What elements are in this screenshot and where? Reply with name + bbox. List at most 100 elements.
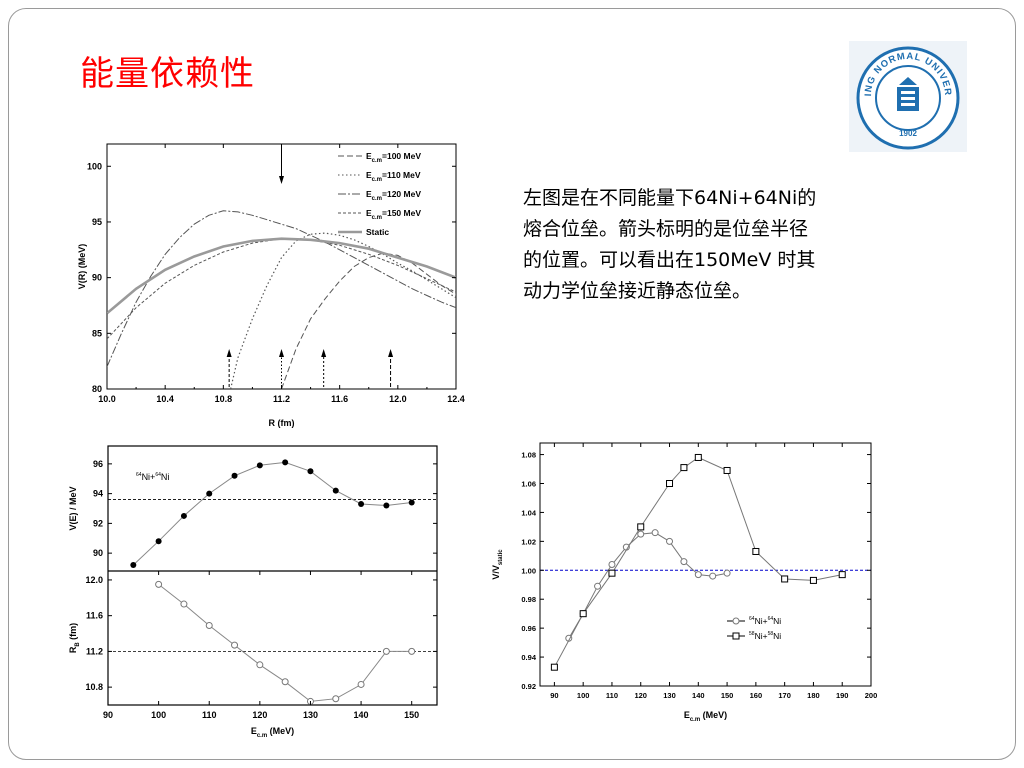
data-point [282, 459, 289, 466]
x-tick-label: 140 [354, 710, 369, 720]
x-tick-label: 110 [606, 691, 618, 700]
series-line-E120 [107, 210, 456, 367]
description-line: 熔合位垒。箭头标明的是位垒半径 [523, 218, 809, 240]
x-axis-label: Ec.m (MeV) [251, 726, 294, 739]
x-tick-label: 120 [252, 710, 267, 720]
y-axis-label: V(E) / MeV [68, 486, 78, 530]
series-line [553, 456, 843, 668]
data-point [723, 569, 731, 577]
data-point [781, 575, 789, 583]
x-tick-label: 100 [151, 710, 166, 720]
y-tick-label: 1.04 [521, 508, 536, 517]
barrier-arrow-head [279, 176, 284, 184]
x-tick-label: 12.0 [389, 394, 407, 404]
data-point [723, 466, 731, 474]
data-point [608, 569, 616, 577]
y-tick-label: 90 [92, 273, 102, 283]
y-tick-label: 0.92 [521, 682, 536, 691]
y-tick-label: 10.8 [85, 682, 103, 692]
barrier-arrow-head [226, 349, 232, 357]
data-point [550, 663, 558, 671]
legend-label: Ec.m=110 MeV [366, 170, 421, 183]
x-tick-label: 150 [404, 710, 419, 720]
x-tick-label: 90 [550, 691, 558, 700]
y-axis-label: V(R) (MeV) [77, 244, 87, 290]
x-tick-label: 10.4 [156, 394, 174, 404]
plot-frame [106, 143, 457, 390]
x-tick-label: 160 [750, 691, 763, 700]
data-point [281, 678, 289, 686]
figure-potential-vs-radius: 80 85 90 95 100 10.0 10.4 10.8 11.2 11.6 12.0 12.4 V… [75, 130, 465, 432]
data-point [231, 472, 238, 479]
data-point [694, 453, 702, 461]
data-point [130, 562, 137, 569]
data-point [256, 661, 264, 669]
y-axis-label: V/Vstatic [491, 549, 504, 580]
description-text: 左图是在不同能量下64Ni+64Ni的 熔合位垒。箭头标明的是位垒半径 的位置。… [523, 183, 913, 307]
data-point [637, 523, 645, 531]
y-tick-label: 1.02 [521, 537, 536, 546]
data-point [408, 647, 416, 655]
x-tick-label: 10.0 [98, 394, 116, 404]
x-tick-label: 12.4 [447, 394, 465, 404]
chart-potential-vs-radius: 80 85 90 95 100 10.0 10.4 10.8 11.2 11.6 12.0 12.4 V… [77, 143, 465, 428]
y-tick-label: 95 [92, 217, 102, 227]
y-tick-label: 0.96 [521, 624, 536, 633]
y-tick-label: 1.00 [521, 566, 536, 575]
plot-frame [539, 442, 872, 687]
plot-frame [107, 445, 438, 706]
data-point [332, 487, 339, 494]
y-axis-label: RB (fm) [68, 623, 81, 653]
data-point [155, 580, 163, 588]
chart-ratio-vs-energy: 0.92 0.94 0.96 0.98 1.00 1.02 1.04 1.06 1.08 90 10… [491, 442, 877, 723]
data-point [382, 647, 390, 655]
plot-annotation: 64Ni+64Ni [136, 472, 169, 482]
data-point [732, 632, 740, 640]
y-tick-label: 11.2 [86, 646, 103, 656]
x-axis-label: Ec.m (MeV) [684, 710, 727, 723]
y-tick-label: 100 [87, 161, 102, 171]
data-point [666, 480, 674, 487]
data-point [680, 558, 688, 566]
barrier-arrow-head [388, 349, 394, 357]
data-point [838, 571, 846, 579]
y-tick-label: 80 [92, 384, 102, 394]
series-line-E110 [230, 232, 456, 389]
data-point [206, 490, 213, 497]
y-tick-label: 94 [93, 489, 103, 499]
description-line: 动力学位垒接近静态位垒。 [523, 280, 752, 302]
data-point [180, 512, 187, 519]
barrier-arrow-head [279, 349, 284, 357]
legend-label: Static [366, 227, 389, 237]
legend-label: 58Ni+58Ni [749, 631, 781, 641]
university-logo: BEIJING NORMAL UNIVERSITY 1902 [845, 33, 967, 152]
data-point [307, 468, 314, 475]
y-tick-label: 1.08 [521, 451, 536, 460]
series-line-static [107, 237, 456, 315]
legend-label: 64Ni+64Ni [749, 616, 781, 626]
x-tick-label: 10.8 [215, 394, 233, 404]
data-point [752, 547, 760, 555]
description-line: 的位置。可以看出在150MeV 时其 [523, 249, 816, 271]
y-tick-label: 92 [93, 518, 103, 528]
data-point [408, 499, 415, 506]
x-axis-label: R (fm) [269, 418, 295, 428]
data-point [205, 621, 213, 629]
x-tick-label: 11.6 [331, 394, 348, 404]
y-tick-label: 85 [92, 328, 102, 338]
data-point [332, 695, 340, 703]
y-tick-label: 0.94 [521, 653, 536, 662]
y-tick-label: 90 [93, 548, 103, 558]
x-tick-label: 120 [634, 691, 647, 700]
x-tick-label: 130 [303, 710, 318, 720]
data-point [666, 537, 674, 545]
legend-label: Ec.m=120 MeV [366, 189, 421, 202]
series-line [132, 461, 412, 566]
data-point [357, 680, 365, 688]
legend-label: Ec.m=150 MeV [366, 208, 421, 221]
slide-title: 能量依赖性 [80, 54, 255, 94]
data-point [579, 610, 587, 618]
series-group [107, 210, 456, 389]
x-tick-label: 150 [721, 691, 734, 700]
data-point [231, 641, 239, 649]
